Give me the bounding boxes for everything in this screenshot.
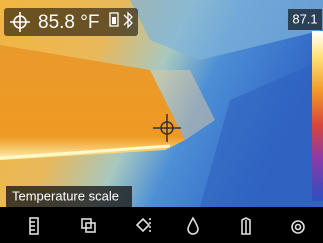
tooltip: Temperature scale xyxy=(6,186,132,207)
reading-badge: 85.8 °F xyxy=(4,8,138,36)
page: 85.8 °F 87.1 Temperature scale (() => { … xyxy=(0,0,323,243)
screen: 85.8 °F 87.1 Temperature scale xyxy=(0,0,323,243)
scale-max: 87.1 xyxy=(292,11,317,26)
temperature-reading: 85.8 °F xyxy=(38,12,99,33)
toolbar xyxy=(0,207,323,243)
tooltip-text: Temperature scale xyxy=(12,188,119,203)
